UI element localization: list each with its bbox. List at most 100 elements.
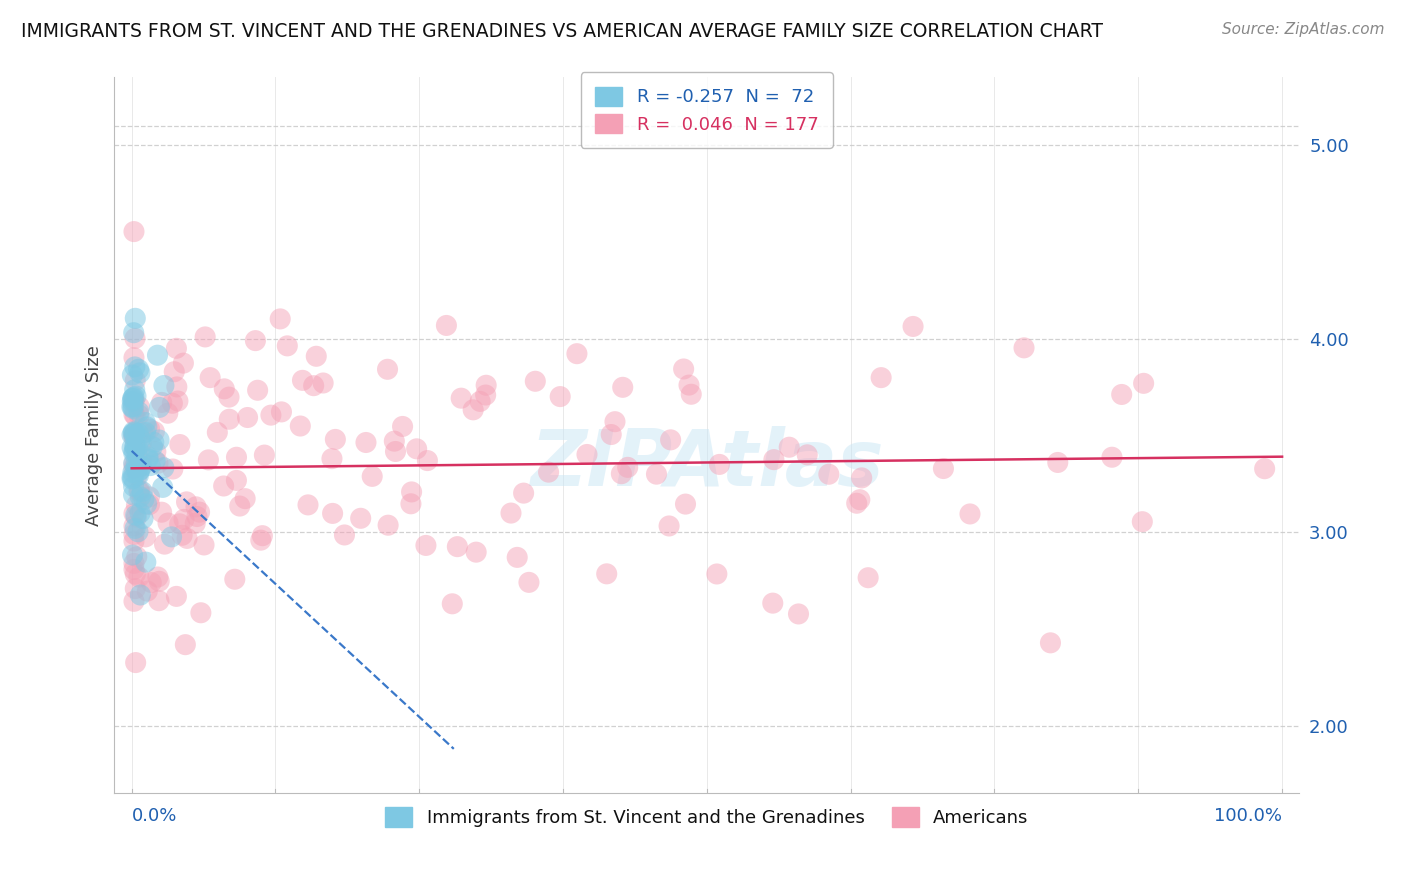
Point [124, 311, 146, 326]
Point [297, 498, 319, 512]
Point [122, 390, 145, 404]
Text: 0.0%: 0.0% [132, 807, 177, 825]
Point [128, 570, 150, 584]
Point [153, 460, 176, 475]
Point [1012, 341, 1035, 355]
Point [163, 365, 186, 379]
Point [122, 326, 145, 340]
Point [165, 341, 187, 355]
Point [245, 334, 267, 348]
Point [186, 509, 208, 524]
Point [849, 492, 872, 507]
Point [129, 459, 152, 474]
Point [198, 370, 221, 384]
Point [122, 430, 145, 444]
Point [162, 462, 184, 476]
Point [124, 567, 146, 582]
Point [122, 401, 145, 416]
Point [399, 497, 422, 511]
Point [252, 529, 274, 543]
Point [658, 519, 681, 533]
Point [333, 528, 356, 542]
Point [233, 491, 256, 506]
Point [194, 330, 217, 344]
Point [136, 450, 159, 464]
Point [172, 528, 194, 542]
Point [709, 458, 731, 472]
Point [122, 392, 145, 406]
Point [121, 392, 143, 406]
Point [1130, 515, 1153, 529]
Point [143, 454, 166, 468]
Point [468, 394, 491, 409]
Y-axis label: Average Family Size: Average Family Size [86, 345, 103, 525]
Point [675, 497, 697, 511]
Point [121, 472, 143, 486]
Point [361, 469, 384, 483]
Point [131, 459, 153, 474]
Point [146, 348, 169, 362]
Point [548, 390, 571, 404]
Point [845, 496, 868, 510]
Point [146, 456, 169, 470]
Point [405, 442, 427, 456]
Point [499, 506, 522, 520]
Point [517, 575, 540, 590]
Point [134, 416, 156, 430]
Point [184, 516, 207, 531]
Point [762, 596, 785, 610]
Point [165, 590, 187, 604]
Point [128, 484, 150, 499]
Point [122, 519, 145, 533]
Point [1046, 455, 1069, 469]
Point [131, 436, 153, 450]
Point [127, 524, 149, 539]
Point [290, 419, 312, 434]
Point [169, 516, 191, 531]
Point [446, 540, 468, 554]
Point [246, 384, 269, 398]
Point [121, 470, 143, 484]
Point [135, 420, 157, 434]
Point [856, 571, 879, 585]
Point [506, 550, 529, 565]
Point [125, 455, 148, 469]
Point [128, 362, 150, 376]
Point [122, 351, 145, 365]
Point [143, 425, 166, 439]
Point [901, 319, 924, 334]
Point [148, 593, 170, 607]
Point [124, 444, 146, 458]
Point [645, 467, 668, 482]
Point [122, 479, 145, 493]
Point [415, 538, 437, 552]
Point [132, 511, 155, 525]
Point [401, 484, 423, 499]
Point [141, 575, 163, 590]
Point [659, 433, 682, 447]
Point [537, 465, 560, 479]
Text: IMMIGRANTS FROM ST. VINCENT AND THE GRENADINES VS AMERICAN AVERAGE FAMILY SIZE C: IMMIGRANTS FROM ST. VINCENT AND THE GREN… [21, 22, 1104, 41]
Point [214, 382, 236, 396]
Point [135, 497, 157, 511]
Point [184, 500, 207, 514]
Point [229, 499, 252, 513]
Point [124, 428, 146, 442]
Point [150, 395, 173, 409]
Point [124, 425, 146, 439]
Point [148, 574, 170, 589]
Point [157, 516, 180, 530]
Point [125, 549, 148, 564]
Point [173, 512, 195, 526]
Point [124, 440, 146, 454]
Point [124, 521, 146, 535]
Point [141, 440, 163, 454]
Point [121, 428, 143, 442]
Point [122, 426, 145, 441]
Point [138, 498, 160, 512]
Point [172, 356, 194, 370]
Point [169, 437, 191, 451]
Point [616, 460, 638, 475]
Point [129, 463, 152, 477]
Point [125, 463, 148, 477]
